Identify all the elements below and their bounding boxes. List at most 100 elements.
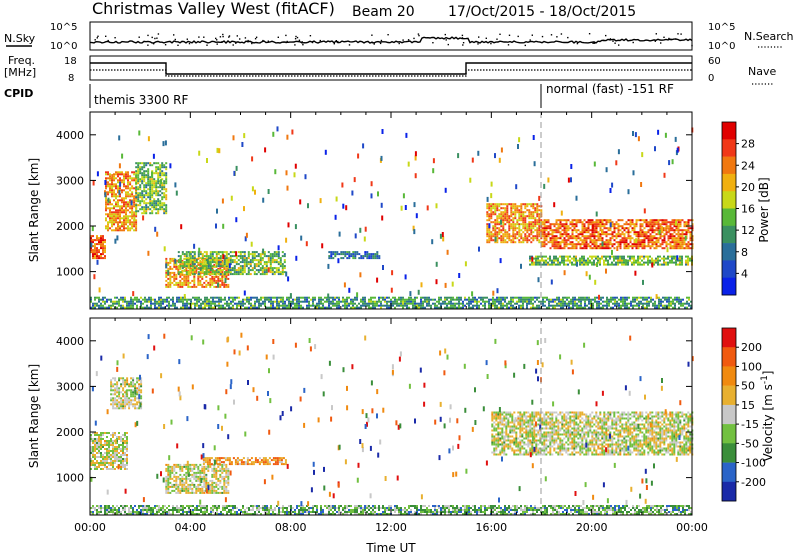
- echo-cell: [378, 304, 380, 307]
- echo-cell: [316, 306, 318, 309]
- echo-cell: [681, 259, 683, 262]
- echo-cell: [296, 302, 298, 305]
- echo-cell: [141, 196, 144, 199]
- nsearch-point: [157, 33, 160, 35]
- echo-cell: [199, 257, 202, 260]
- echo-cell: [358, 253, 361, 256]
- echo-cell: [500, 215, 503, 218]
- echo-cell: [663, 239, 666, 242]
- echo-cell: [677, 243, 680, 246]
- echo-cell: [288, 304, 290, 307]
- echo-cell: [198, 247, 201, 253]
- echo-cell: [267, 251, 270, 254]
- echo-cell: [143, 184, 146, 187]
- echo-cell: [246, 306, 248, 309]
- nsearch-point: [286, 40, 288, 43]
- echo-cell: [634, 270, 637, 276]
- echo-cell: [518, 137, 521, 143]
- echo-cell: [687, 227, 690, 230]
- echo-cell: [111, 203, 113, 206]
- echo-cell: [253, 273, 256, 276]
- echo-cell: [534, 207, 537, 210]
- echo-cell: [520, 223, 523, 226]
- echo-cell: [663, 257, 665, 260]
- echo-cell: [531, 255, 533, 258]
- echo-cell: [529, 259, 531, 262]
- echo-cell: [629, 237, 632, 240]
- echo-cell: [638, 296, 640, 299]
- echo-cell: [284, 300, 286, 303]
- echo-cell: [599, 245, 602, 248]
- echo-cell: [193, 261, 196, 264]
- echo-cell: [653, 259, 655, 262]
- echo-cell: [121, 205, 123, 208]
- echo-cell: [96, 302, 98, 305]
- echo-cell: [283, 261, 286, 264]
- echo-cell: [672, 298, 674, 301]
- echo-cell: [98, 300, 100, 303]
- echo-cell: [233, 271, 236, 274]
- echo-cell: [680, 300, 682, 303]
- echo-cell: [589, 255, 591, 258]
- echo-cell: [647, 243, 650, 246]
- echo-cell: [454, 302, 456, 305]
- echo-cell: [256, 298, 258, 301]
- echo-cell: [526, 302, 528, 305]
- echo-cell: [271, 269, 274, 272]
- echo-cell: [415, 213, 418, 219]
- echo-cell: [607, 219, 610, 222]
- nsearch-point: [215, 37, 217, 40]
- echo-cell: [685, 259, 687, 262]
- echo-cell: [163, 204, 166, 207]
- echo-cell: [284, 304, 286, 307]
- echo-cell: [241, 271, 244, 274]
- echo-cell: [518, 239, 521, 242]
- echo-cell: [352, 298, 354, 301]
- echo-cell: [518, 205, 521, 208]
- echo-cell: [111, 213, 113, 216]
- echo-cell: [342, 304, 344, 307]
- echo-cell: [115, 193, 117, 196]
- echo-cell: [593, 237, 596, 240]
- nsearch-point: [402, 39, 404, 41]
- echo-cell: [191, 273, 194, 276]
- echo-cell: [133, 197, 136, 200]
- echo-cell: [506, 241, 509, 244]
- echo-cell: [92, 462, 94, 464]
- echo-cell: [611, 261, 613, 264]
- echo-cell: [672, 300, 674, 303]
- echo-cell: [348, 296, 350, 299]
- echo-cell: [204, 300, 206, 303]
- echo-cell: [677, 235, 680, 238]
- echo-cell: [660, 302, 662, 305]
- echo-cell: [241, 257, 244, 260]
- echo-cell: [591, 257, 593, 260]
- echo-cell: [647, 259, 649, 262]
- echo-cell: [117, 185, 119, 188]
- echo-cell: [547, 241, 550, 244]
- echo-cell: [614, 304, 616, 307]
- echo-cell: [650, 298, 652, 301]
- echo-cell: [308, 302, 310, 305]
- echo-cell: [669, 221, 672, 224]
- echo-cell: [150, 296, 152, 299]
- echo-cell: [562, 306, 564, 309]
- echo-cell: [687, 245, 690, 248]
- echo-cell: [279, 271, 282, 274]
- echo-cell: [520, 300, 522, 303]
- echo-cell: [258, 302, 260, 305]
- echo-cell: [98, 287, 101, 293]
- echo-cell: [151, 194, 154, 197]
- echo-cell: [344, 304, 346, 307]
- echo-cell: [532, 306, 534, 309]
- echo-cell: [284, 302, 286, 305]
- echo-cell: [104, 300, 106, 303]
- echo-cell: [158, 304, 160, 307]
- echo-cell: [561, 219, 564, 222]
- echo-cell: [165, 188, 168, 191]
- echo-cell: [618, 298, 620, 301]
- echo-cell: [589, 245, 592, 248]
- echo-cell: [564, 300, 566, 303]
- nsearch-point: [529, 39, 531, 41]
- echo-cell: [514, 205, 517, 208]
